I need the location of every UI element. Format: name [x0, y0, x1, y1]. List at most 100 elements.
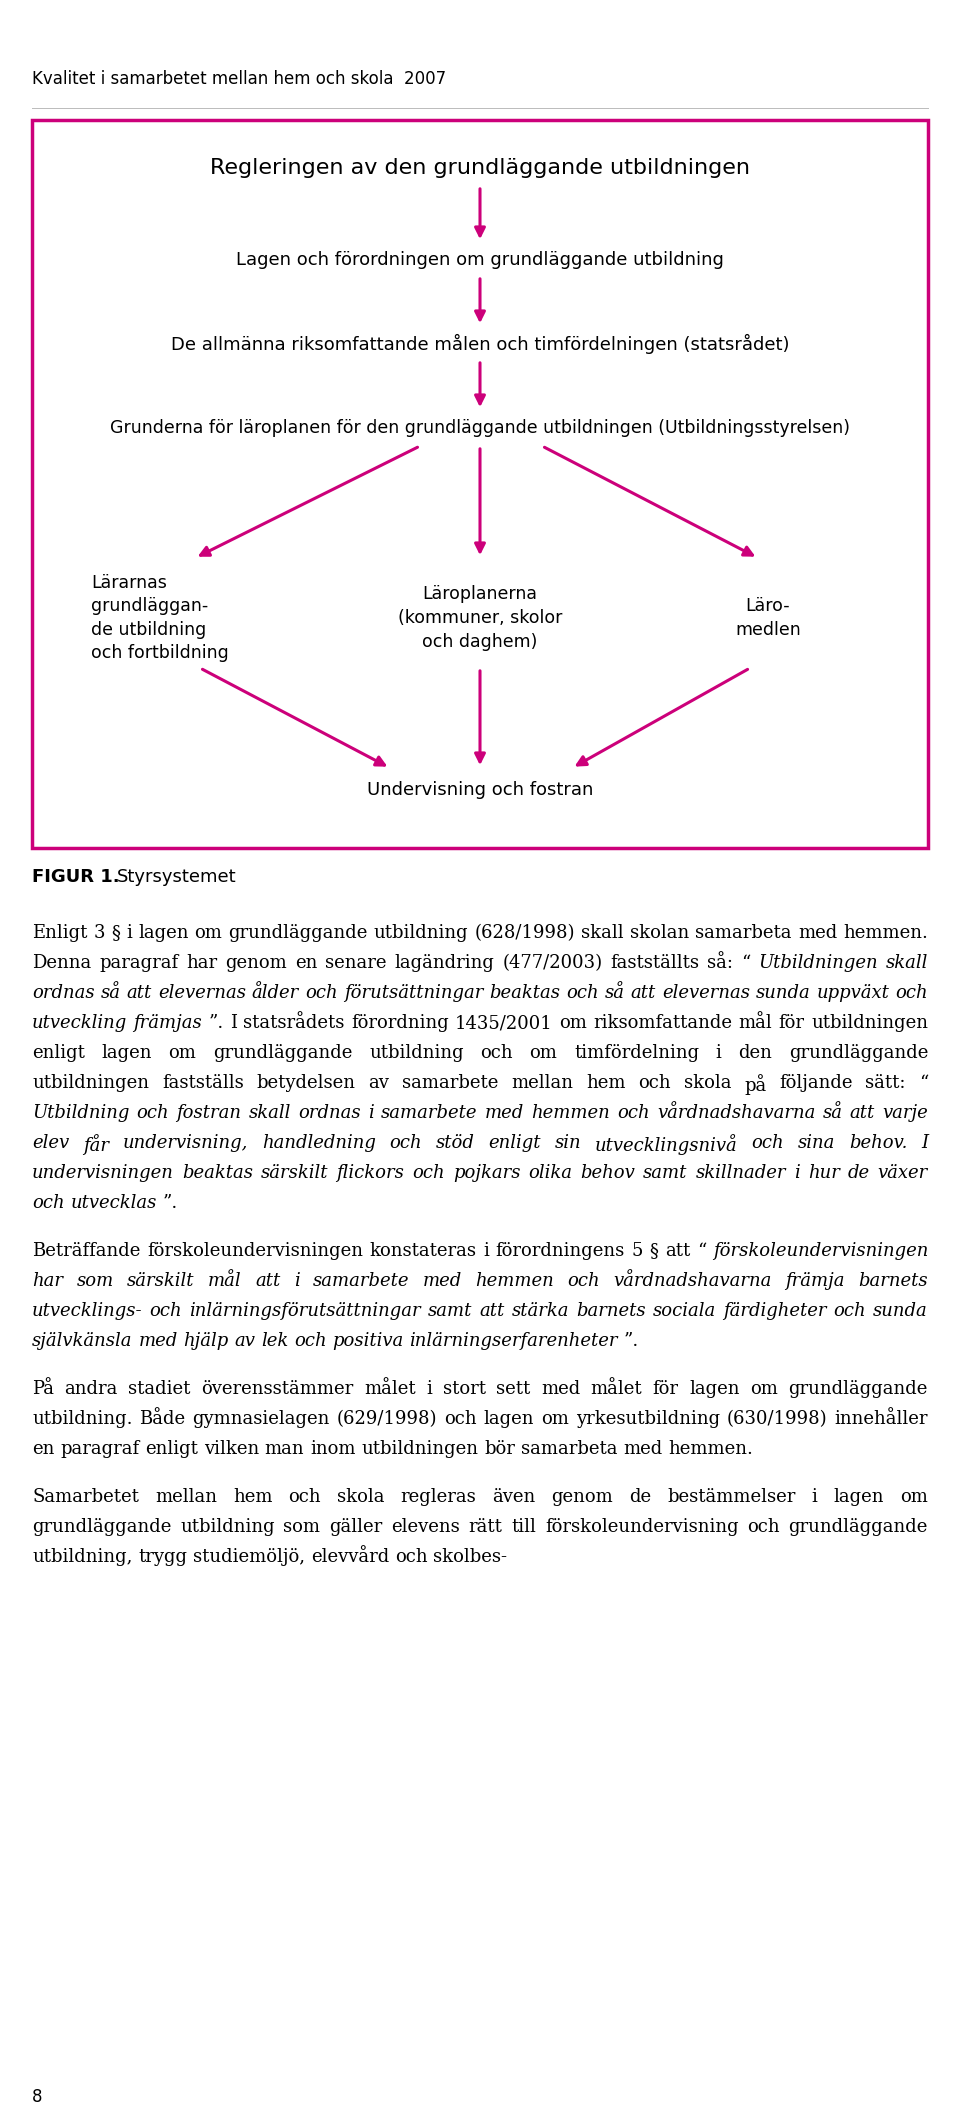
Text: (629/1998): (629/1998) [337, 1410, 437, 1429]
Text: och: och [288, 1488, 321, 1505]
Text: och: och [412, 1163, 444, 1183]
Text: sina: sina [798, 1134, 835, 1153]
Text: utbildningen: utbildningen [361, 1439, 478, 1459]
Text: Utbildningen: Utbildningen [758, 953, 877, 972]
Text: samarbete: samarbete [402, 1074, 498, 1091]
Text: mellan: mellan [511, 1074, 573, 1091]
Text: elevens: elevens [391, 1518, 460, 1537]
Text: av: av [234, 1331, 255, 1350]
Text: uppväxt: uppväxt [817, 983, 889, 1002]
Text: utvecklingsnivå: utvecklingsnivå [595, 1134, 737, 1155]
Text: statsrådets: statsrådets [244, 1015, 345, 1032]
Text: utbildningen: utbildningen [32, 1074, 149, 1091]
Text: ordnas: ordnas [32, 983, 95, 1002]
Text: Lagen och förordningen om grundläggande utbildning: Lagen och förordningen om grundläggande … [236, 251, 724, 270]
Text: (628/1998): (628/1998) [474, 924, 575, 943]
Text: och: och [32, 1193, 64, 1212]
Text: hem: hem [233, 1488, 273, 1505]
Text: barnets: barnets [576, 1301, 646, 1321]
Text: studiemöljö,: studiemöljö, [193, 1548, 305, 1567]
Text: med: med [540, 1380, 580, 1399]
Text: I: I [921, 1134, 928, 1153]
Text: en: en [295, 953, 317, 972]
Text: om: om [541, 1410, 569, 1429]
Text: utvecklings-: utvecklings- [32, 1301, 143, 1321]
Text: skola: skola [684, 1074, 732, 1091]
Text: inlärningserfarenheter: inlärningserfarenheter [409, 1331, 617, 1350]
Text: paragraf: paragraf [99, 953, 179, 972]
Text: Utbildning: Utbildning [32, 1104, 130, 1121]
Text: (630/1998): (630/1998) [727, 1410, 828, 1429]
Text: “: “ [919, 1074, 928, 1091]
Text: i: i [426, 1380, 432, 1399]
Text: så: så [823, 1104, 843, 1121]
Text: 8: 8 [32, 2089, 42, 2106]
Text: Enligt: Enligt [32, 924, 87, 943]
Text: lagen: lagen [484, 1410, 534, 1429]
Text: utvecklas: utvecklas [70, 1193, 156, 1212]
Text: grundläggande: grundläggande [32, 1518, 172, 1537]
Text: ”.: ”. [162, 1193, 178, 1212]
Text: och: och [395, 1548, 427, 1567]
Text: och: och [896, 983, 928, 1002]
Text: ”.: ”. [623, 1331, 638, 1350]
Text: §: § [111, 924, 120, 943]
Text: för: för [779, 1015, 804, 1032]
Text: att: att [850, 1104, 875, 1121]
Text: flickors: flickors [336, 1163, 404, 1183]
Text: och: och [833, 1301, 866, 1321]
Text: och: och [294, 1331, 326, 1350]
Text: lagen: lagen [138, 924, 188, 943]
Text: hemmen.: hemmen. [843, 924, 928, 943]
Text: barnets: barnets [858, 1272, 928, 1291]
Text: och: och [567, 1272, 600, 1291]
Text: i: i [483, 1242, 489, 1259]
Text: elev: elev [32, 1134, 69, 1153]
Text: om: om [195, 924, 223, 943]
Text: 3: 3 [93, 924, 105, 943]
Text: skillnader: skillnader [695, 1163, 786, 1183]
Text: har: har [186, 953, 217, 972]
Text: Läro-
medlen: Läro- medlen [735, 597, 801, 639]
Bar [32, 121, 928, 847]
Text: lagändring: lagändring [395, 953, 494, 972]
Text: elevvård: elevvård [311, 1548, 389, 1567]
Text: av: av [369, 1074, 389, 1091]
Text: främjas: främjas [133, 1015, 203, 1032]
Text: riksomfattande: riksomfattande [593, 1015, 732, 1032]
Text: stadiet: stadiet [129, 1380, 191, 1399]
Text: med: med [623, 1439, 662, 1459]
Text: hemmen: hemmen [531, 1104, 610, 1121]
Text: som: som [77, 1272, 113, 1291]
Text: grundläggande: grundläggande [213, 1045, 352, 1062]
Text: att: att [255, 1272, 280, 1291]
Text: förutsättningar: förutsättningar [344, 983, 483, 1002]
Text: samt: samt [428, 1301, 472, 1321]
Text: Läroplanerna
(kommuner, skolor
och daghem): Läroplanerna (kommuner, skolor och daghe… [397, 586, 563, 650]
Text: behov.: behov. [849, 1134, 907, 1153]
Text: hemmen.: hemmen. [668, 1439, 753, 1459]
Text: och: och [136, 1104, 169, 1121]
Text: stöd: stöd [436, 1134, 474, 1153]
Text: genom: genom [226, 953, 287, 972]
Text: och: och [566, 983, 599, 1002]
Text: så: så [605, 983, 625, 1002]
Text: utbildning.: utbildning. [32, 1410, 132, 1429]
Text: Grunderna för läroplanen för den grundläggande utbildningen (Utbildningsstyrelse: Grunderna för läroplanen för den grundlä… [110, 418, 850, 437]
Text: grundläggande: grundläggande [788, 1045, 928, 1062]
Text: hemmen: hemmen [475, 1272, 554, 1291]
Text: främja: främja [785, 1272, 845, 1291]
Text: FIGUR 1.: FIGUR 1. [32, 868, 120, 885]
Text: mellan: mellan [155, 1488, 217, 1505]
Text: Både: Både [139, 1410, 185, 1429]
Text: följande: följande [780, 1074, 852, 1091]
Text: lagen: lagen [689, 1380, 740, 1399]
Text: vårdnadshavarna: vårdnadshavarna [613, 1272, 772, 1291]
Text: med: med [485, 1104, 524, 1121]
Text: även: även [492, 1488, 536, 1505]
Text: elevernas: elevernas [157, 983, 246, 1002]
Text: yrkesutbildning: yrkesutbildning [576, 1410, 720, 1429]
Text: överensstämmer: överensstämmer [202, 1380, 353, 1399]
Text: om: om [751, 1380, 779, 1399]
Text: och: och [752, 1134, 784, 1153]
